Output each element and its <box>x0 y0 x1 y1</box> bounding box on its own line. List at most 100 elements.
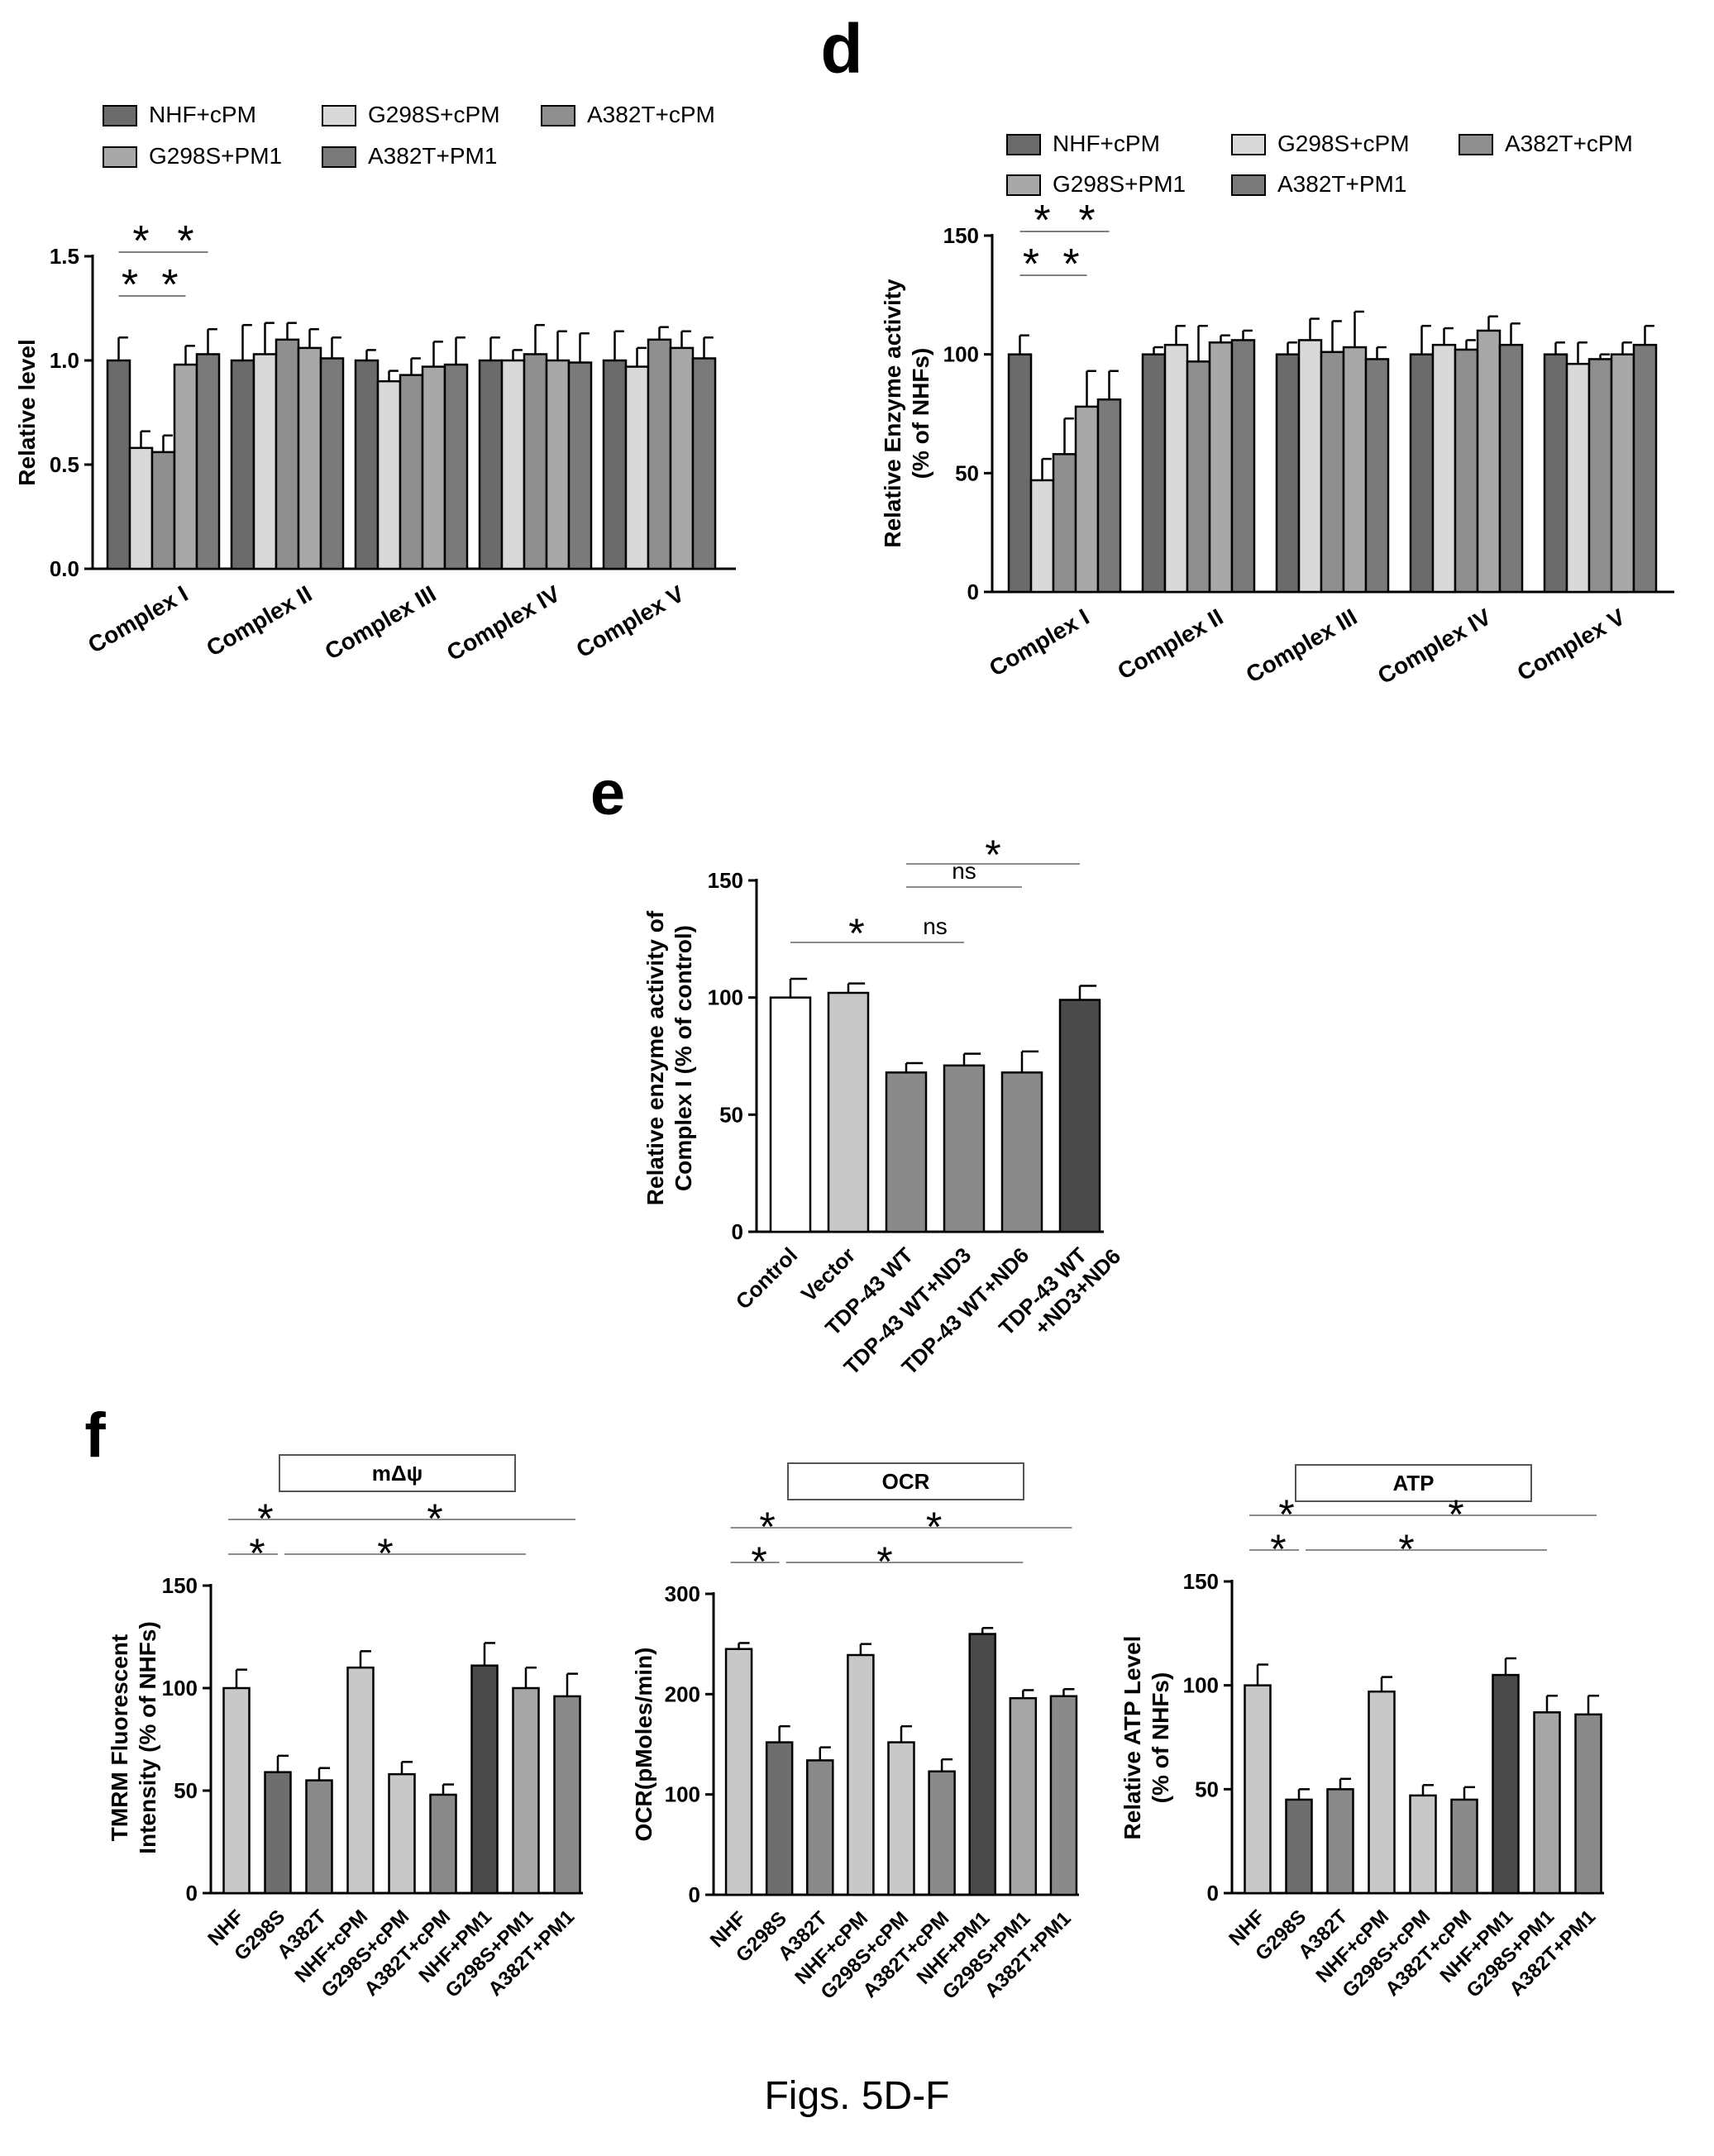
x-tick-label: Complex IV <box>1373 603 1496 689</box>
bar-NHF <box>1244 1684 1272 1895</box>
bar-G298S <box>1285 1798 1313 1895</box>
bar-NHF+PM1 <box>1492 1673 1520 1895</box>
significance-label: * <box>257 1495 273 1542</box>
bar-NHF+PM1 <box>968 1633 996 1896</box>
y-axis-label-line: Complex I (% of control) <box>671 925 696 1191</box>
y-tick-label: 50 <box>719 1102 743 1127</box>
legend-entry: G298S+PM1 <box>149 143 282 169</box>
bar-NHF+cPM <box>847 1653 875 1896</box>
significance-label: * <box>122 261 138 309</box>
significance-label: * <box>1062 241 1079 289</box>
bar-A382T <box>806 1759 834 1896</box>
y-tick-label: 200 <box>665 1681 700 1706</box>
bar-G298S+PM1 <box>1476 329 1502 594</box>
significance-label: * <box>848 910 864 956</box>
y-axis-label: Relative level <box>14 339 40 485</box>
figure-caption: Figs. 5D-F <box>764 2074 950 2118</box>
bar-NHF <box>222 1686 251 1895</box>
bar-G298S+PM1 <box>1533 1711 1561 1895</box>
bar-A382T+PM1 <box>1230 339 1256 594</box>
x-tick-label: Complex V <box>572 580 689 662</box>
bar-A382T+PM1 <box>553 1695 581 1895</box>
chart-header: OCR <box>882 1469 930 1494</box>
significance-label: * <box>1078 197 1095 245</box>
bar-A382T+PM1 <box>1049 1695 1078 1896</box>
y-tick-label: 50 <box>955 460 979 485</box>
legend-entry: G298S+PM1 <box>1053 171 1186 197</box>
bar-G298S+PM1 <box>669 346 695 570</box>
bar-G298S+PM1 <box>1009 1696 1038 1896</box>
bar-TDP-43-WT-+ND3+ND6 <box>1058 999 1101 1233</box>
y-axis-label: TMRM Fluorescent Intensity (% of NHFs) <box>107 1621 160 1854</box>
bar-A382T+cPM <box>429 1793 457 1895</box>
bar-A382T+cPM <box>399 374 424 570</box>
y-tick-label: 100 <box>943 342 979 367</box>
bar-NHF+cPM <box>602 359 628 570</box>
panel-label-f: f <box>84 1400 106 1471</box>
chart-header: mΔψ <box>372 1461 423 1486</box>
bar-A382T+cPM <box>647 338 672 570</box>
significance-label: ns <box>923 913 948 939</box>
y-axis-label-line: TMRM Fluorescent <box>107 1634 132 1841</box>
x-tick-label: Complex II <box>202 580 316 661</box>
panel-label-e: e <box>590 758 625 828</box>
y-tick-label: 100 <box>708 985 743 1010</box>
legend-entry: NHF+cPM <box>149 102 256 127</box>
bar-NHF+cPM <box>1409 353 1435 594</box>
bar-G298S+PM1 <box>421 365 446 570</box>
bar-A382T+cPM <box>1454 348 1479 594</box>
significance-label: * <box>876 1538 892 1585</box>
bar-NHF+cPM <box>1275 353 1301 594</box>
legend: NHF+cPM G298S+cPM A382T+cPM G298S+PM1 A382T+… <box>103 102 715 169</box>
significance-label: * <box>1398 1526 1414 1572</box>
y-tick-label: 100 <box>1183 1673 1219 1698</box>
bar-G298S+PM1 <box>1208 341 1234 594</box>
y-tick-label: 1.5 <box>50 244 79 269</box>
legend-swatch <box>322 146 356 168</box>
bar-NHF+cPM <box>478 359 504 570</box>
bar-NHF+cPM <box>1141 353 1167 594</box>
y-axis-label-line: (% of NHFs) <box>1148 1672 1173 1804</box>
bar-G298S+cPM <box>1163 343 1189 594</box>
bar-G298S <box>765 1741 794 1896</box>
bar-Control <box>769 996 812 1233</box>
y-tick-label: 50 <box>174 1778 198 1803</box>
y-tick-label: 0 <box>967 580 979 604</box>
legend-entry: A382T+cPM <box>1505 131 1633 156</box>
y-tick-label: 300 <box>665 1581 700 1606</box>
y-axis-label: Relative enzyme activity of Complex I (% … <box>642 910 696 1205</box>
bar-G298S+cPM <box>128 446 154 570</box>
x-tick-label: Complex I <box>84 580 192 658</box>
chart-2: 0 50 100 150 Relative enzyme activity of Comp… <box>642 832 1125 1380</box>
y-axis-label-line: (% of NHFs) <box>908 348 933 479</box>
bar-A382T <box>305 1779 333 1895</box>
bar-NHF+cPM <box>1007 353 1033 594</box>
chart-header-box <box>1295 1464 1532 1502</box>
legend-entry: A382T+cPM <box>587 102 715 127</box>
chart-header: ATP <box>1392 1471 1434 1495</box>
legend-swatch <box>103 146 137 168</box>
y-tick-label: 0 <box>186 1881 198 1906</box>
bar-A382T+cPM <box>523 353 548 570</box>
significance-label: * <box>1270 1526 1286 1572</box>
significance-label: * <box>1023 241 1039 289</box>
legend-swatch <box>1006 174 1041 196</box>
bar-A382T+cPM <box>1320 351 1345 594</box>
y-axis-label: Relative Enzyme activity (% of NHFs) <box>880 279 933 548</box>
y-axis-label-line: Relative level <box>14 339 40 485</box>
bar-Vector <box>827 991 870 1233</box>
bar-G298S <box>264 1771 292 1895</box>
bar-A382T+cPM <box>928 1770 956 1896</box>
bar-A382T+cPM <box>1052 453 1077 594</box>
bar-G298S+cPM <box>500 359 526 570</box>
y-tick-label: 100 <box>162 1676 198 1700</box>
bar-G298S+cPM <box>1297 339 1323 594</box>
bar-A382T+cPM <box>275 338 300 570</box>
bar-A382T+cPM <box>1186 360 1211 594</box>
bar-NHF+cPM <box>1368 1690 1396 1895</box>
significance-label: * <box>1034 197 1050 245</box>
bar-A382T+PM1 <box>443 363 469 570</box>
